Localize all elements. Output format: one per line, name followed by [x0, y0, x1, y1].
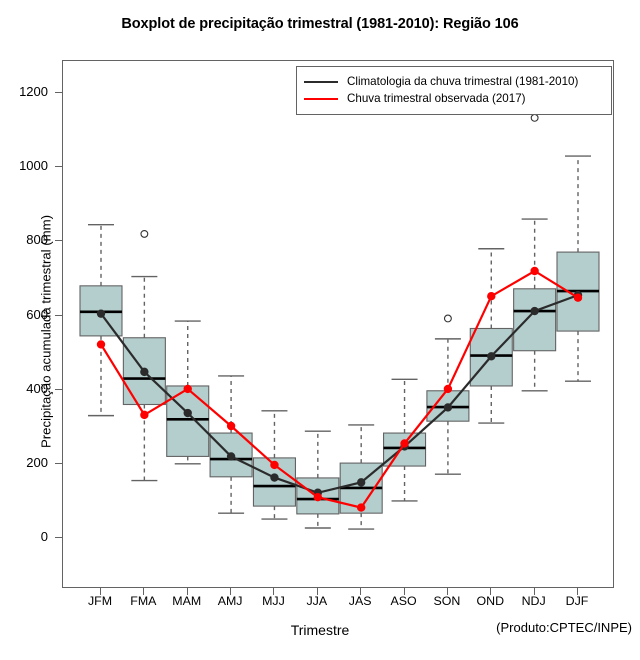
- series-point: [356, 503, 366, 512]
- boxplot-ond: [469, 248, 513, 424]
- y-tick-mark: [55, 166, 62, 168]
- x-axis-label: Trimestre: [290, 622, 350, 638]
- x-tick-label-amj: AMJ: [217, 594, 243, 608]
- legend-line-swatch: [304, 97, 338, 100]
- y-tick-label: 1200: [19, 84, 48, 99]
- page-title: Boxplot de precipitação trimestral (1981…: [121, 16, 519, 32]
- series-point: [443, 403, 453, 412]
- x-tick-label-jja: JJA: [306, 594, 328, 608]
- x-tick-mark: [143, 588, 145, 595]
- y-tick-mark: [55, 462, 62, 464]
- series-line: [100, 269, 579, 509]
- y-tick-label: 400: [26, 380, 48, 396]
- series-point: [573, 293, 583, 302]
- series-line: [100, 294, 579, 494]
- legend-item-2: Chuva trimestral observada (2017): [304, 90, 604, 107]
- boxplot-jfm: [79, 223, 123, 417]
- x-tick-mark: [273, 588, 275, 595]
- x-tick-label-son: SON: [433, 594, 461, 608]
- x-tick-mark: [230, 588, 232, 595]
- box-iqr: [296, 477, 340, 515]
- x-tick-mark: [100, 588, 101, 595]
- series-point: [487, 292, 496, 301]
- plot-area: [62, 60, 614, 588]
- boxplot-fma: [122, 229, 166, 482]
- series-point: [530, 266, 539, 276]
- series-point: [400, 439, 409, 448]
- x-tick-mark: [360, 588, 362, 595]
- series-point: [443, 384, 453, 394]
- series-point: [226, 421, 236, 431]
- y-tick-label: 600: [26, 306, 48, 322]
- legend-item-1: Climatologia da chuva trimestral (1981-2…: [304, 73, 604, 90]
- x-tick-label-ond: OND: [476, 594, 505, 608]
- series-point: [226, 452, 236, 461]
- outlier-point: [443, 314, 452, 323]
- x-tick-mark: [577, 588, 578, 595]
- series-point: [313, 493, 323, 502]
- x-tick-mark: [490, 588, 492, 595]
- x-tick-label-mam: MAM: [172, 594, 202, 608]
- y-tick-label: 0: [40, 529, 48, 544]
- y-tick-label: 200: [26, 454, 48, 470]
- credit-note: (Produto:CPTEC/INPE): [496, 620, 632, 635]
- x-tick-label-ndj: NDJ: [521, 594, 546, 608]
- y-tick-mark: [55, 240, 62, 242]
- series-point: [356, 478, 366, 487]
- series-point: [183, 408, 192, 418]
- outlier-point: [530, 113, 539, 122]
- x-tick-label-mjj: MJJ: [262, 594, 285, 608]
- y-tick-mark: [55, 388, 62, 390]
- legend-label: Climatologia da chuva trimestral (1981-2…: [347, 75, 579, 88]
- y-tick-mark: [55, 314, 62, 316]
- outlier-point: [140, 229, 149, 238]
- y-axis-label: Precipitação acumulada trimestral (mm): [38, 214, 54, 449]
- x-tick-mark: [403, 588, 405, 595]
- box-iqr: [382, 432, 427, 467]
- x-tick-mark: [316, 588, 318, 595]
- x-tick-label-aso: ASO: [390, 594, 417, 608]
- x-tick-label-djf: DJF: [565, 594, 589, 608]
- boxplot-aso: [382, 378, 427, 502]
- boxplot-ndj: [513, 113, 557, 392]
- boxplot-jas: [339, 424, 383, 530]
- y-tick-label: 1000: [19, 158, 48, 174]
- series-point: [140, 410, 149, 420]
- series-2: [96, 266, 583, 512]
- series-point: [96, 309, 106, 318]
- x-tick-label-fma: FMA: [130, 594, 157, 608]
- x-tick-label-jas: JAS: [348, 594, 372, 608]
- boxplot-amj: [209, 375, 253, 514]
- series-point: [270, 460, 279, 470]
- box-iqr: [513, 288, 557, 352]
- boxplot-svg: [79, 113, 600, 530]
- legend: Climatologia da chuva trimestral (1981-2…: [296, 66, 612, 115]
- x-tick-label-jfm: JFM: [87, 594, 113, 608]
- series-point: [487, 352, 496, 361]
- series-point: [96, 340, 106, 349]
- series-point: [183, 384, 192, 394]
- series-point: [140, 367, 149, 377]
- boxplot-djf: [556, 155, 600, 382]
- x-tick-mark: [186, 588, 188, 595]
- boxplot-son: [426, 314, 470, 475]
- legend-label: Chuva trimestral observada (2017): [347, 92, 526, 105]
- x-tick-mark: [533, 588, 535, 595]
- series-point: [530, 306, 539, 316]
- y-tick-mark: [55, 537, 62, 538]
- series-point: [270, 473, 279, 482]
- x-tick-mark: [446, 588, 448, 595]
- y-tick-label: 800: [26, 232, 48, 248]
- y-tick-mark: [55, 92, 62, 93]
- legend-line-swatch: [304, 80, 338, 83]
- boxplot-jja: [296, 430, 340, 529]
